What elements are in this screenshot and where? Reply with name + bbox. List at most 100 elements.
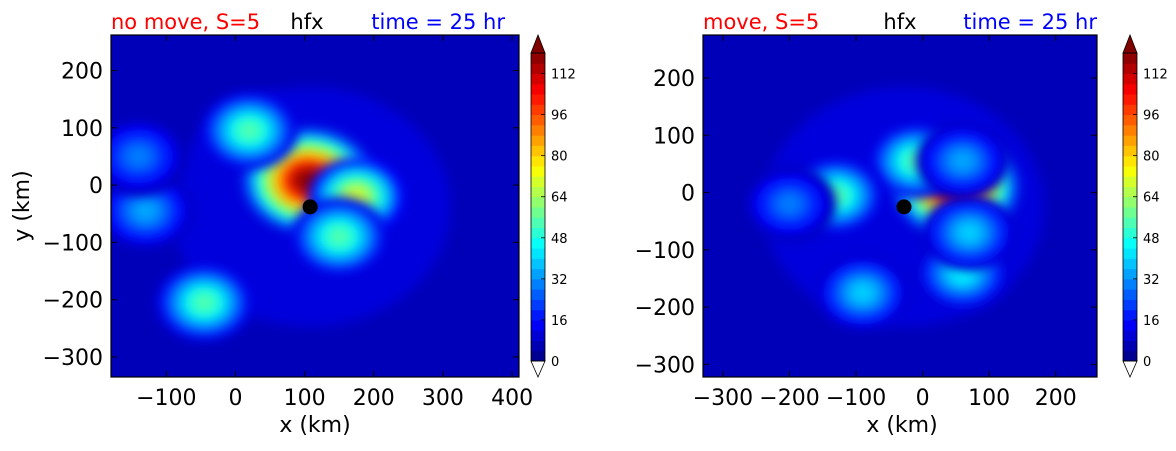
colorbar-segment [531,94,545,105]
y-tick-label: 0 [681,182,695,207]
colorbar-segment [1123,258,1137,270]
colorbar-segment [1123,217,1137,229]
hotspot [950,151,975,171]
colorbar-segment [1123,63,1137,75]
colorbar-tick-label: 112 [551,68,576,83]
x-tick-label: 0 [228,386,242,411]
colorbar-segment [531,299,545,311]
colorbar-segment [1123,53,1137,64]
x-tick-label: −300 [693,386,753,411]
colorbar-segment [1123,289,1137,300]
colorbar-extend-min [1122,360,1138,378]
colorbar-segment [531,350,545,362]
colorbar: 0 16 32 48 64 80 96 112 [530,33,576,378]
colorbar-tick-label: 64 [1143,191,1160,206]
colorbar-frame [1122,52,1138,362]
colorbar-frame [530,52,546,362]
colorbar-segment [1123,94,1137,105]
x-tick-label: 200 [353,386,395,411]
colorbar-segment [531,319,545,331]
colorbar-tick-label: 32 [1143,273,1160,288]
colorbar-tick-label: 80 [551,150,568,165]
colorbar-tick-label: 112 [1143,68,1168,83]
colorbar-segment [1123,350,1137,362]
colorbar-segment [1123,268,1137,280]
colorbar-segment [1123,319,1137,331]
y-tick-label: −100 [635,239,695,264]
chart-title-variable: hfx [290,10,323,34]
colorbar-segment [531,248,545,259]
y-tick-label: 200 [61,60,103,85]
colorbar-segment [531,176,545,187]
colorbar-segment [1123,237,1137,249]
chart-title-time: time = 25 hr [371,10,505,34]
y-tick-label: −200 [43,289,103,314]
panel-no-move: −100 0 100 200 300 400 −300 −200 −100 0 100 200 no… [10,10,576,438]
colorbar-segment [531,309,545,321]
hotspot [851,283,875,303]
colorbar-extend-max [1122,33,1138,54]
colorbar-segment [531,73,545,85]
x-axis-ticks: −100 0 100 200 300 400 [136,35,533,411]
y-tick-label: −200 [635,296,695,321]
colorbar-segment [1123,124,1137,136]
colorbar-segment [1123,299,1137,311]
storm-center-marker [302,199,318,215]
colorbar-segment [1123,176,1137,187]
y-tick-label: 0 [89,174,103,199]
colorbar-segment [531,155,545,167]
y-tick-label: 100 [61,117,103,142]
hotspot [192,292,217,313]
colorbar-segment [531,258,545,270]
plot-frame [702,34,1098,378]
colorbar-segment [531,237,545,249]
y-tick-label: 200 [653,67,695,92]
colorbar-tick-label: 96 [1143,109,1160,124]
colorbar-segment [531,196,545,208]
colorbar-extend-max [530,33,546,54]
colorbar-segment [531,207,545,218]
x-tick-label: 100 [968,386,1010,411]
x-tick-label: −200 [759,386,819,411]
chart-title-variable: hfx [883,10,916,34]
hotspot [237,121,262,141]
x-tick-label: 300 [422,386,464,411]
panel-move: −300 −200 −100 0 100 200 −300−200−1000100200 … [635,10,1168,438]
colorbar-segment [531,289,545,300]
colorbar-segment [1123,114,1137,126]
colorbar-tick-label: 48 [1143,232,1160,247]
colorbar-extend-min [530,360,546,378]
y-axis-label: y (km) [10,170,35,241]
colorbar-tick-label: 48 [551,232,568,247]
hotspot [126,146,151,167]
colorbar-segment [531,330,545,341]
hotspot [957,223,981,242]
colorbar-segment [531,186,545,198]
plot-frame [110,34,520,378]
colorbar-segment [1123,104,1137,116]
chart-title-left: move, S=5 [703,10,819,34]
x-tick-label: 0 [916,386,930,411]
colorbar-segment [1123,186,1137,198]
hotspot [133,201,158,221]
x-tick-label: 100 [284,386,326,411]
y-tick-label: −100 [43,231,103,256]
colorbar-segment [531,340,545,352]
colorbar-segment [531,83,545,95]
colorbar-tick-label: 0 [551,355,559,370]
colorbar-segment [1123,135,1137,146]
hotspot [327,227,352,247]
colorbar-segment [1123,278,1137,290]
heatmap-field [111,86,451,342]
colorbar-segment [1123,83,1137,95]
colorbar-segment [531,165,545,177]
colorbar-segment [1123,155,1137,167]
colorbar-segment [531,124,545,136]
colorbar-tick-label: 32 [551,273,568,288]
colorbar-segment [1123,330,1137,341]
x-axis-ticks: −300 −200 −100 0 100 200 [693,35,1077,411]
y-tick-label: −300 [635,353,695,378]
colorbar-segment [1123,73,1137,85]
y-tick-label: −300 [43,346,103,371]
